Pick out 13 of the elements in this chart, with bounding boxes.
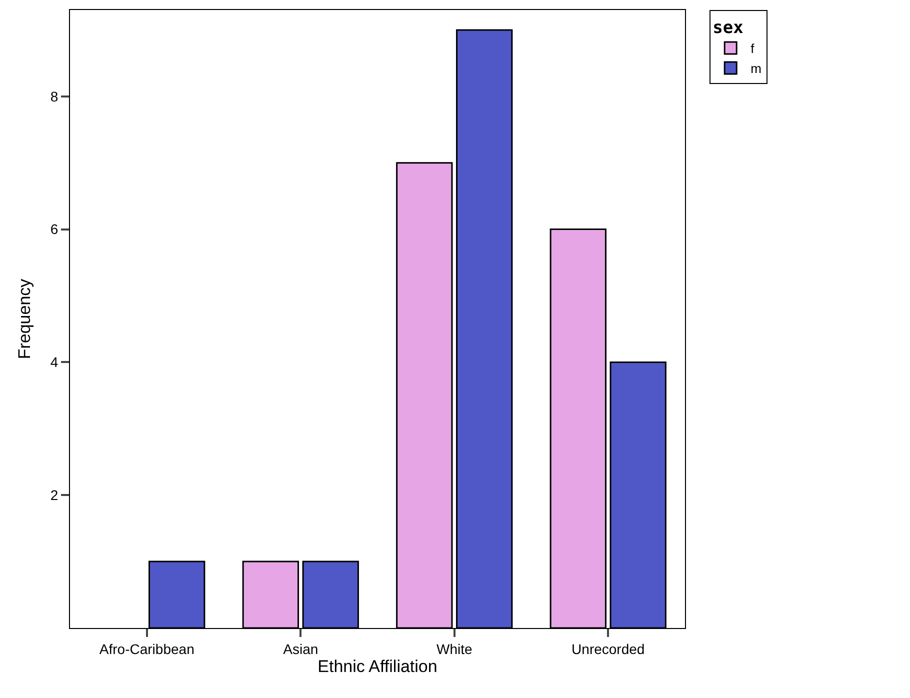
x-tick-label: White: [436, 640, 472, 657]
legend-label: m: [750, 61, 762, 76]
x-tick-label: Asian: [283, 640, 318, 657]
y-axis-title: Frequency: [14, 278, 34, 360]
x-axis-title: Ethnic Affiliation: [318, 656, 438, 676]
y-tick-label: 4: [50, 354, 58, 370]
x-tick-label: Unrecorded: [572, 640, 645, 657]
legend-label: f: [750, 41, 755, 56]
y-tick-label: 2: [50, 487, 58, 503]
y-tick-label: 6: [50, 221, 58, 238]
y-tick-label: 8: [50, 88, 58, 104]
x-tick-label: Afro-Caribbean: [99, 640, 194, 657]
legend-title: sex: [712, 18, 744, 38]
